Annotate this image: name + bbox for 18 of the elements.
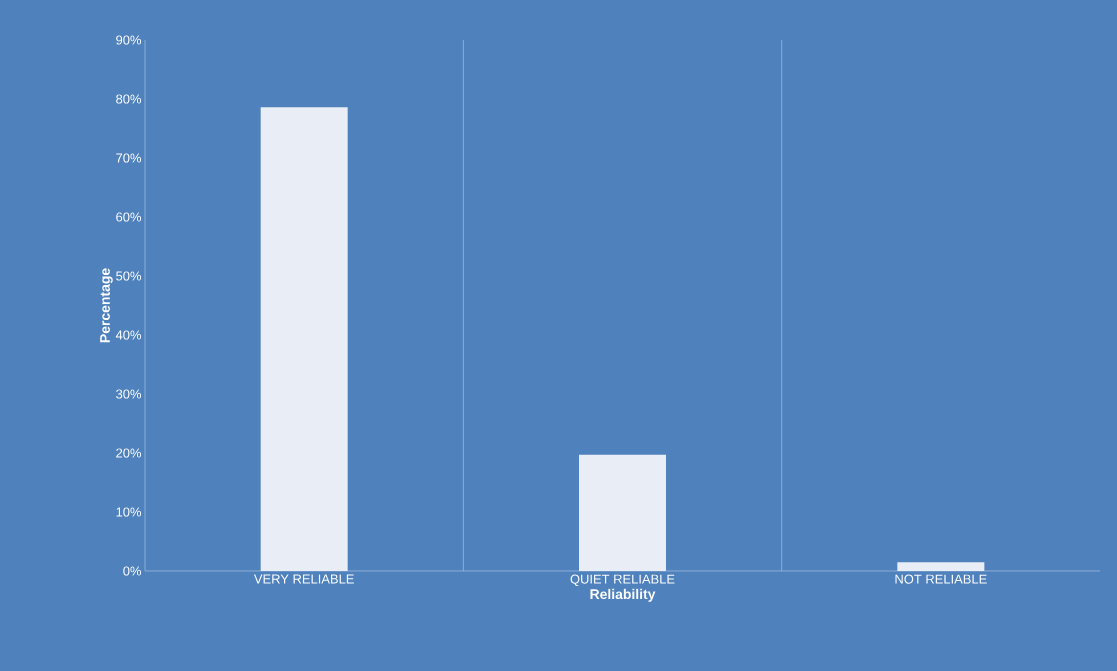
x-tick-label: VERY RELIABLE bbox=[253, 574, 354, 584]
y-tick-label: 40% bbox=[115, 330, 142, 340]
x-tick-label: QUIET RELIABLE bbox=[570, 574, 675, 586]
y-tick-label: 70% bbox=[116, 153, 142, 163]
y-tick-label: 0% bbox=[123, 566, 142, 576]
y-tick-label: 20% bbox=[116, 448, 142, 458]
y-tick-label: 50% bbox=[116, 271, 142, 281]
y-tick-label: 90% bbox=[116, 35, 142, 45]
x-axis-title: Reliability bbox=[590, 588, 656, 602]
y-axis-title: Percentage bbox=[100, 268, 113, 343]
bar bbox=[260, 107, 348, 571]
y-tick-label: 80% bbox=[116, 94, 142, 104]
y-tick-label: 60% bbox=[116, 212, 142, 222]
y-tick-label: 30% bbox=[116, 389, 142, 399]
bar bbox=[579, 454, 667, 571]
x-tick-label: NOT RELIABLE bbox=[895, 574, 987, 584]
bar bbox=[897, 562, 985, 571]
y-tick-label: 10% bbox=[116, 507, 142, 517]
